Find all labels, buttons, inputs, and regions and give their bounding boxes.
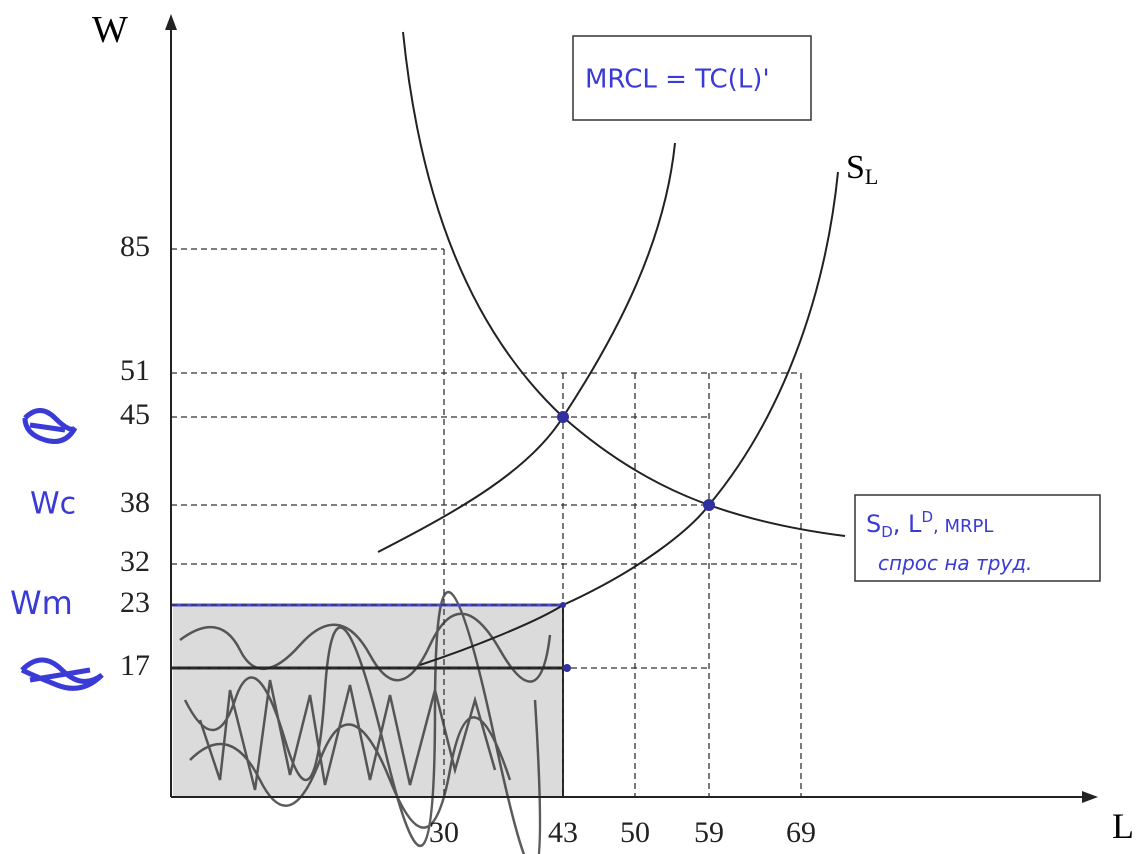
demand-part: , L: [893, 510, 922, 538]
x-tick-label: 59: [694, 816, 724, 849]
points: [557, 411, 715, 672]
ticks: 85 51 45 38 32 23 17 30 43 50 59 69: [120, 230, 816, 849]
x-tick-label: 30: [429, 816, 459, 849]
y-arrow: [165, 14, 177, 30]
wm-label: Wm: [10, 584, 73, 622]
y-tick-label: 17: [120, 649, 150, 682]
mrcl-curve: [377, 142, 676, 553]
demand-part: D: [921, 508, 933, 526]
y-tick-label: 23: [120, 586, 150, 619]
mrcl-label: MRCL = TC(L)': [585, 65, 770, 95]
wc-label: Wc: [30, 487, 76, 522]
demand-curve: [402, 31, 846, 537]
point: [557, 411, 569, 423]
shaded-area: [171, 591, 564, 854]
demand-part: S: [866, 510, 881, 538]
demand-note: спрос на труд.: [878, 551, 1032, 575]
y-tick-label: 32: [120, 545, 150, 578]
demand-label: SD, LD, MRPL: [866, 508, 993, 541]
point: [703, 499, 715, 511]
y-axis-label: W: [92, 9, 128, 51]
scribble: [179, 591, 552, 854]
y-tick-label: 51: [120, 354, 150, 387]
y-tick-label: 38: [120, 486, 150, 519]
x-tick-label: 50: [620, 816, 650, 849]
y-tick-label: 45: [120, 398, 150, 431]
supply-label-sub: L: [865, 164, 878, 189]
guide-lines: [171, 248, 802, 797]
x-tick-label: 69: [786, 816, 816, 849]
point: [560, 602, 566, 608]
supply-label: SL: [846, 149, 878, 189]
demand-box: [854, 494, 1101, 582]
point: [563, 664, 571, 672]
x-arrow: [1082, 791, 1098, 803]
supply-curve: [419, 171, 839, 666]
mrcl-box: [572, 35, 812, 121]
demand-part: , MRPL: [933, 516, 993, 537]
y-tick-label: 85: [120, 230, 150, 263]
x-tick-label: 43: [548, 816, 578, 849]
scribbled-label: [20, 408, 104, 691]
supply-label-main: S: [846, 149, 865, 186]
demand-part: D: [881, 523, 893, 541]
x-axis-label: L: [1112, 806, 1134, 846]
